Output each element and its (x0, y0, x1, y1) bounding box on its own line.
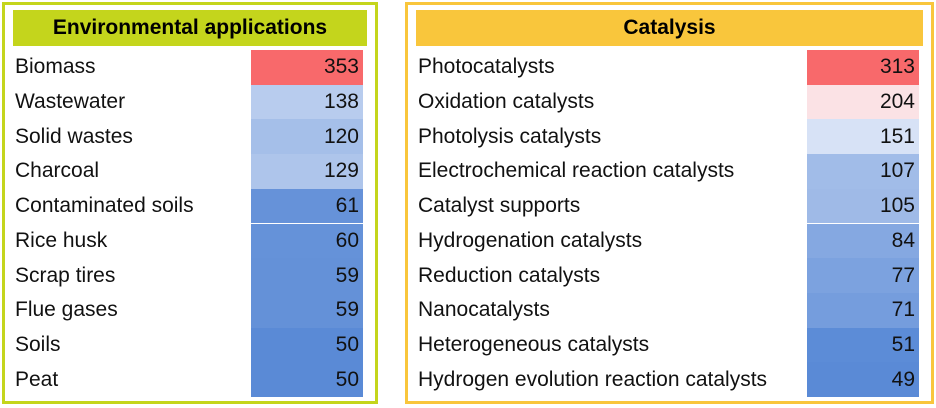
row-label: Heterogeneous catalysts (418, 332, 650, 356)
row-value-cell: 151 (807, 119, 919, 155)
row-label: Flue gases (15, 298, 118, 322)
row-label: Scrap tires (15, 263, 116, 287)
table-row: Photolysis catalysts 151 (416, 119, 919, 155)
row-label: Hydrogenation catalysts (418, 228, 643, 252)
row-value-cell: 353 (251, 50, 363, 85)
table-row: Soils 50 (13, 327, 363, 363)
row-label: Photolysis catalysts (418, 124, 602, 148)
row-value-cell: 50 (251, 362, 363, 397)
table-row: Rice husk 60 (13, 223, 363, 259)
row-label: Soils (15, 332, 61, 356)
row-value-cell: 204 (807, 84, 919, 120)
table-row: Oxidation catalysts 204 (416, 84, 919, 120)
row-value-cell: 129 (251, 154, 363, 189)
row-value-cell: 120 (251, 119, 363, 155)
table-row: Heterogeneous catalysts 51 (416, 327, 919, 363)
row-value-cell: 59 (251, 258, 363, 293)
table-row: Nanocatalysts 71 (416, 292, 919, 328)
row-value-cell: 313 (807, 50, 919, 85)
table-row: Photocatalysts 313 (416, 50, 919, 85)
row-value-cell: 107 (807, 154, 919, 189)
table-row: Wastewater 138 (13, 84, 363, 120)
row-value-cell: 77 (807, 258, 919, 293)
row-value-cell: 49 (807, 362, 919, 397)
row-value-cell: 51 (807, 327, 919, 363)
catalysis-panel: Catalysis Photocatalysts 313 Oxidation cat… (405, 2, 934, 404)
table-row: Hydrogen evolution reaction catalysts 49 (416, 362, 919, 397)
row-label: Photocatalysts (418, 55, 555, 79)
table-row: Catalyst supports 105 (416, 188, 919, 224)
row-value-cell: 59 (251, 292, 363, 328)
table-row: Solid wastes 120 (13, 119, 363, 155)
row-value-cell: 50 (251, 327, 363, 363)
row-label: Charcoal (15, 159, 100, 183)
row-value-cell: 84 (807, 223, 919, 259)
table-row: Contaminated soils 61 (13, 188, 363, 224)
row-label: Biomass (15, 55, 96, 79)
table-row: Hydrogenation catalysts 84 (416, 223, 919, 259)
row-value-cell: 105 (807, 188, 919, 224)
row-value-cell: 138 (251, 84, 363, 120)
row-value-cell: 60 (251, 223, 363, 259)
catalysis-title: Catalysis (416, 10, 923, 46)
row-label: Peat (15, 367, 59, 391)
row-label: Nanocatalysts (418, 298, 550, 322)
table-row: Peat 50 (13, 362, 363, 397)
row-label: Oxidation catalysts (418, 90, 595, 114)
environmental-applications-title: Environmental applications (13, 10, 367, 46)
table-row: Biomass 353 (13, 50, 363, 85)
table-row: Electrochemical reaction catalysts 107 (416, 154, 919, 189)
table-row: Flue gases 59 (13, 292, 363, 328)
row-label: Wastewater (15, 90, 126, 114)
table-row: Reduction catalysts 77 (416, 258, 919, 293)
row-label: Reduction catalysts (418, 263, 601, 287)
row-label: Catalyst supports (418, 194, 581, 218)
row-value-cell: 61 (251, 188, 363, 224)
row-label: Hydrogen evolution reaction catalysts (418, 367, 768, 391)
row-label: Electrochemical reaction catalysts (418, 159, 735, 183)
table-row: Scrap tires 59 (13, 258, 363, 293)
row-label: Contaminated soils (15, 194, 194, 218)
row-label: Solid wastes (15, 124, 133, 148)
row-value-cell: 71 (807, 292, 919, 328)
environmental-applications-panel: Environmental applications Biomass 353 Was… (2, 2, 378, 404)
table-row: Charcoal 129 (13, 154, 363, 189)
row-label: Rice husk (15, 228, 108, 252)
